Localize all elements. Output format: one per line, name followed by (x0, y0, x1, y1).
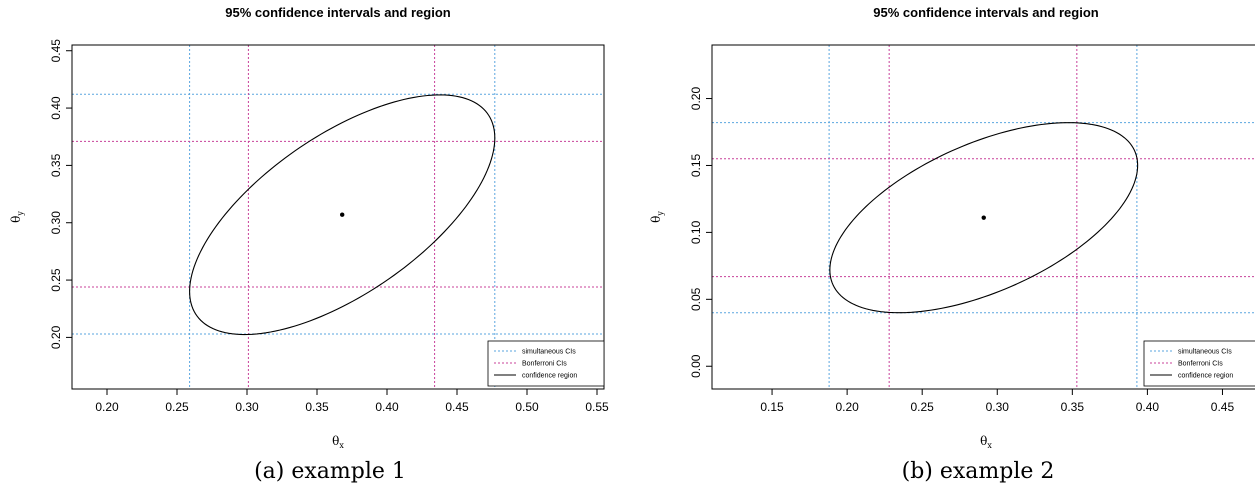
y-tick-label: 0.10 (689, 220, 703, 244)
legend: simultaneous CIs Bonferroni CIs confidence… (1143, 340, 1255, 387)
x-tick-label: 0.35 (1061, 400, 1085, 414)
x-tick-label: 0.50 (515, 400, 539, 414)
y-tick-label: 0.15 (689, 153, 703, 177)
plot-frame (711, 44, 1255, 390)
legend-entry: simultaneous CIs (522, 349, 576, 356)
point-estimate (340, 212, 345, 217)
legend-entry: Bonferroni CIs (522, 361, 567, 368)
y-tick-label: 0.00 (689, 354, 703, 378)
x-tick-label: 0.40 (1136, 400, 1160, 414)
x-tick-label: 0.25 (911, 400, 935, 414)
legend-entry: Bonferroni CIs (1178, 361, 1223, 368)
legend-entry: confidence region (522, 373, 577, 380)
x-axis-label: θx (980, 434, 992, 450)
y-tick-label: 0.35 (49, 153, 63, 177)
legend-entry: simultaneous CIs (1178, 349, 1232, 356)
plot-frame (71, 44, 605, 390)
x-tick-label: 0.35 (305, 400, 329, 414)
confidence-region-ellipse (189, 94, 496, 336)
confidence-region-ellipse (829, 122, 1139, 314)
legend-entry: confidence region (1178, 373, 1233, 380)
x-tick-label: 0.40 (375, 400, 399, 414)
x-axis: 0.20 0.25 0.30 0.35 0.40 0.45 0.50 0.55 (95, 389, 609, 414)
x-tick-label: 0.55 (585, 400, 609, 414)
x-tick-label: 0.15 (760, 400, 784, 414)
plot-area (712, 45, 1255, 389)
chart-title: 95% confidence intervals and region (225, 5, 450, 20)
x-tick-label: 0.45 (1211, 400, 1235, 414)
x-tick-label: 0.25 (165, 400, 189, 414)
y-tick-label: 0.20 (689, 87, 703, 111)
y-tick-label: 0.40 (49, 96, 63, 120)
plot-area (72, 45, 604, 389)
legend: simultaneous CIs Bonferroni CIs confidence… (487, 340, 605, 387)
y-tick-label: 0.25 (49, 268, 63, 292)
y-tick-label: 0.20 (49, 325, 63, 349)
y-tick-label: 0.30 (49, 211, 63, 235)
figure-caption: (a) example 1 (254, 459, 406, 484)
y-tick-label: 0.05 (689, 287, 703, 311)
x-tick-label: 0.45 (445, 400, 469, 414)
x-tick-label: 0.20 (95, 400, 119, 414)
x-tick-label: 0.30 (986, 400, 1010, 414)
x-axis-label: θx (332, 434, 344, 450)
y-axis: 0.00 0.05 0.10 0.15 0.20 (689, 87, 712, 378)
figure-caption: (b) example 2 (902, 459, 1055, 484)
y-tick-label: 0.45 (49, 39, 63, 63)
x-tick-label: 0.30 (235, 400, 259, 414)
x-tick-label: 0.20 (835, 400, 859, 414)
y-axis: 0.20 0.25 0.30 0.35 0.40 0.45 (49, 39, 72, 349)
y-axis-label: θy (649, 211, 665, 223)
point-estimate (981, 215, 986, 220)
x-axis: 0.15 0.20 0.25 0.30 0.35 0.40 0.45 (760, 389, 1234, 414)
chart-title: 95% confidence intervals and region (873, 5, 1098, 20)
y-axis-label: θy (9, 211, 25, 223)
